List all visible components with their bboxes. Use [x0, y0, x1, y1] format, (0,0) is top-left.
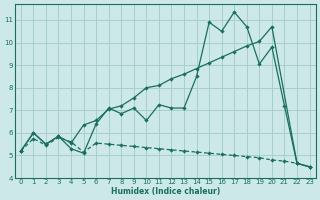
- X-axis label: Humidex (Indice chaleur): Humidex (Indice chaleur): [111, 187, 220, 196]
